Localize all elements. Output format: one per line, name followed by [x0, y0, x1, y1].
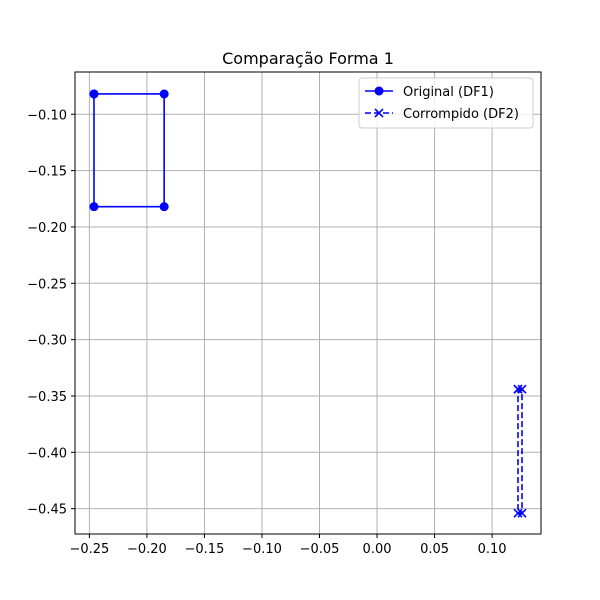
series-2-point [517, 508, 527, 518]
x-tick-label: −0.15 [185, 542, 225, 557]
series-2-point [513, 384, 523, 394]
series-2-point [513, 508, 523, 518]
y-tick-label: −0.30 [27, 334, 67, 349]
x-tick-label: 0.05 [420, 542, 449, 557]
axes: −0.25 −0.20 −0.15 −0.10 −0.05 0.00 0.05 0.10 −0.… [27, 108, 506, 557]
legend-box [358, 77, 534, 129]
plot-series [89, 89, 527, 518]
legend-marker-2 [374, 108, 384, 118]
y-tick-label: −0.15 [27, 165, 67, 180]
x-tick-label: −0.05 [300, 542, 340, 557]
y-tick-label: −0.25 [27, 277, 67, 292]
x-tick-label: −0.20 [127, 542, 167, 557]
x-tick-label: −0.25 [69, 542, 109, 557]
legend-label-1: Original (DF1) [403, 85, 494, 100]
series-1-point [89, 89, 99, 99]
y-tick-label: −0.45 [27, 503, 67, 518]
series-2-point [517, 384, 527, 394]
grid [75, 72, 541, 534]
y-tick-label: −0.40 [27, 446, 67, 461]
series-1-point [159, 202, 169, 212]
legend: Original (DF1) Corrompido (DF2) [358, 77, 534, 129]
legend-marker-1 [374, 86, 384, 96]
plot-frame [74, 71, 542, 535]
chart-title: Comparação Forma 1 [222, 49, 394, 68]
y-tick-label: −0.10 [27, 108, 67, 123]
y-tick-label: −0.35 [27, 390, 67, 405]
series-1-point [159, 89, 169, 99]
series-1-point [89, 202, 99, 212]
x-tick-label: 0.00 [363, 542, 392, 557]
legend-label-2: Corrompido (DF2) [403, 107, 519, 122]
x-tick-label: −0.10 [242, 542, 282, 557]
x-tick-label: 0.10 [478, 542, 507, 557]
y-tick-label: −0.20 [27, 221, 67, 236]
